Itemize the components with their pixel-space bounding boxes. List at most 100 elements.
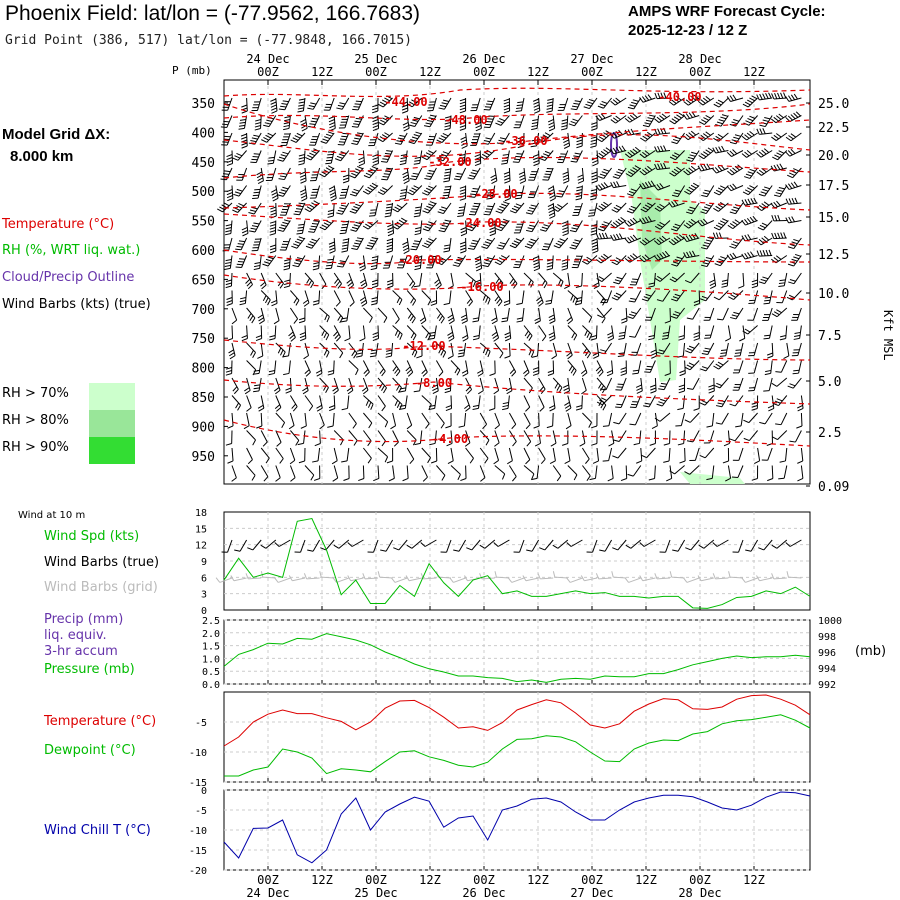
- wind-barb: [382, 185, 393, 195]
- wind-barb-flag: [671, 99, 677, 104]
- wind-barb-flag: [610, 182, 614, 188]
- wind-barb-flag: [513, 205, 520, 209]
- wind-barb-flag: [595, 573, 600, 580]
- wind-barb-flag: [310, 120, 317, 123]
- wind-barb-flag: [252, 439, 256, 446]
- wind-barb-flag: [753, 197, 758, 204]
- wind-barb: [677, 539, 686, 552]
- wind-barb-flag: [673, 237, 679, 243]
- wind-barb-flag: [593, 355, 599, 359]
- wind-barb: [447, 185, 452, 199]
- wind-barb-flag: [270, 188, 277, 193]
- wind-barb-flag: [516, 191, 523, 194]
- wind-barb-flag: [700, 298, 707, 302]
- wind-barb-flag: [226, 163, 233, 167]
- wind-barb-flag: [365, 188, 371, 193]
- wind-barb: [662, 342, 671, 355]
- wind-barb: [465, 290, 473, 302]
- wind-barb: [640, 377, 643, 391]
- wind-barb-flag: [671, 118, 678, 123]
- wind-barb-flag: [425, 122, 432, 125]
- wind-barb: [771, 395, 775, 409]
- wind-barb-flag: [676, 114, 682, 119]
- wind-barb-flag: [223, 120, 230, 123]
- wind-barb-flag: [657, 128, 661, 135]
- wind-barb-flag: [262, 295, 267, 302]
- wind-barb-flag: [502, 218, 509, 222]
- wind-barb: [286, 132, 291, 146]
- wind-barb-flag: [590, 338, 597, 341]
- wind-barb: [657, 185, 671, 191]
- wind-barb-flag: [731, 476, 739, 478]
- wind-barb-flag: [477, 372, 484, 377]
- wind-barb: [536, 465, 540, 479]
- wind-barb-flag: [563, 145, 570, 149]
- wind-barb-flag: [251, 225, 258, 228]
- wind-barb: [748, 430, 758, 441]
- wind-barb-flag: [372, 125, 379, 129]
- wind-barb-flag: [653, 185, 659, 191]
- wind-barb: [653, 272, 656, 286]
- wind-barb-flag: [539, 547, 546, 551]
- wind-barb-flag: [410, 283, 416, 289]
- wind-barb: [623, 342, 627, 356]
- wind-barb: [275, 377, 281, 391]
- wind-barb-flag: [624, 221, 630, 227]
- wind-barb-flag: [700, 211, 707, 215]
- wind-barb-flag: [747, 234, 752, 240]
- wind-barb-flag: [729, 141, 736, 145]
- wind-barb-flag: [343, 478, 350, 481]
- wind-barb-flag: [264, 261, 271, 265]
- wind-barb-flag: [232, 209, 238, 213]
- wind-barb-flag: [671, 170, 678, 175]
- wind-barb-flag: [325, 162, 332, 165]
- wind-barb-flag: [548, 122, 555, 126]
- wind-barb-flag: [473, 202, 480, 205]
- wind-barb: [465, 377, 473, 390]
- wind-barb: [350, 577, 364, 582]
- wind-barb-flag: [592, 460, 599, 464]
- wind-barb-flag: [539, 157, 546, 161]
- wind-barb-flag: [401, 104, 408, 108]
- wind-barb: [370, 237, 379, 250]
- wind-barb-flag: [785, 151, 791, 157]
- wind-barb-flag: [314, 443, 321, 447]
- wind-barb-flag: [436, 261, 443, 266]
- wind-barb-flag: [688, 132, 694, 137]
- wind-barbs-grid-label: Wind Barbs (grid): [44, 580, 158, 595]
- wind-barb: [275, 307, 280, 321]
- wind-barb-flag: [750, 198, 755, 204]
- wind-barb-flag: [789, 278, 796, 282]
- wind-barb-flag: [410, 297, 415, 304]
- wind-barb-flag: [715, 363, 722, 368]
- wind-barb-flag: [721, 282, 728, 285]
- wind-barb: [344, 185, 350, 199]
- wind-barb-flag: [615, 204, 622, 209]
- date-label: 27 Dec: [570, 52, 613, 66]
- wind-barb-flag: [732, 292, 739, 296]
- wind-barb-flag: [483, 108, 490, 111]
- wind-barb-flag: [458, 349, 465, 352]
- wind-barb-flag: [509, 210, 516, 214]
- wind-barb: [431, 255, 437, 268]
- wind-barb-flag: [370, 403, 374, 410]
- windchill-tick: -5: [195, 806, 207, 817]
- wind-barb-flag: [664, 250, 670, 257]
- wind-barb-flag: [402, 174, 409, 179]
- wind-barb-flag: [461, 369, 468, 374]
- wind-barb-flag: [341, 247, 348, 250]
- wind-barb: [757, 447, 761, 461]
- wind-barb: [314, 132, 321, 146]
- wind-barb-flag: [362, 190, 369, 195]
- wind-barb-flag: [543, 246, 550, 248]
- wind-barb-flag: [525, 212, 532, 215]
- wind-barb-flag: [491, 320, 498, 325]
- wind-barb-flag: [501, 159, 508, 162]
- wind-barb: [567, 342, 573, 356]
- wind-barb-flag: [459, 98, 466, 102]
- wind-barb-flag: [309, 241, 316, 245]
- wind-barb-flag: [761, 149, 767, 155]
- wind-barb-flag: [224, 264, 231, 268]
- wind-barb-flag: [797, 404, 803, 409]
